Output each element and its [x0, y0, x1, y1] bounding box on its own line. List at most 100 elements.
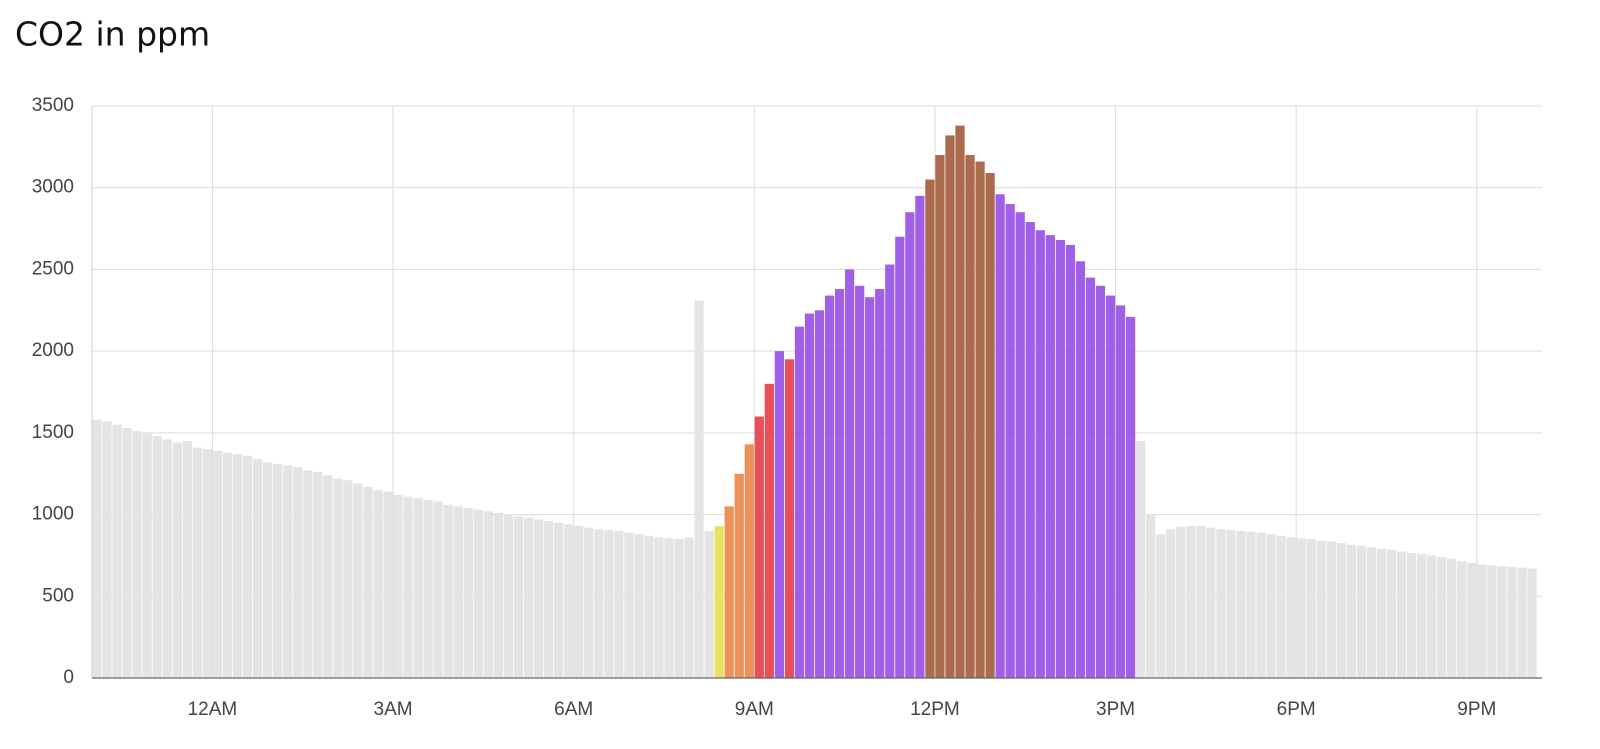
bar	[413, 498, 423, 678]
bar	[212, 450, 223, 678]
bar	[1105, 295, 1116, 678]
bar	[804, 313, 815, 678]
bar	[363, 486, 373, 678]
bar	[885, 264, 895, 678]
bar	[1316, 540, 1326, 678]
bar	[734, 473, 744, 678]
bar	[704, 530, 714, 678]
bar	[574, 526, 584, 678]
bar	[102, 421, 112, 678]
bar	[1146, 514, 1156, 678]
x-tick-label: 6AM	[554, 699, 593, 720]
y-tick-label: 2500	[32, 258, 74, 279]
bar	[1176, 526, 1186, 678]
bar	[1206, 527, 1216, 678]
bar	[262, 462, 273, 678]
bar	[1356, 545, 1367, 678]
bar	[172, 442, 182, 678]
bar	[714, 526, 724, 678]
bar	[915, 195, 925, 678]
bar	[764, 383, 774, 678]
bar	[1015, 212, 1025, 678]
bar	[323, 475, 333, 678]
bar	[1396, 551, 1407, 678]
bar	[373, 490, 383, 678]
bar	[1085, 277, 1096, 678]
bar	[945, 135, 955, 679]
bar	[242, 455, 253, 678]
y-tick-label: 1500	[32, 422, 74, 443]
bar	[654, 537, 664, 678]
bar	[92, 419, 102, 678]
bar	[965, 155, 975, 678]
bar	[333, 478, 343, 678]
bar	[1437, 557, 1447, 678]
bar	[1266, 534, 1276, 678]
bar	[824, 295, 835, 678]
y-tick-label: 0	[63, 667, 74, 688]
bar	[393, 494, 403, 678]
bar	[1115, 305, 1126, 678]
bar	[1296, 538, 1306, 678]
x-tick-label: 3PM	[1096, 699, 1135, 720]
bar	[1336, 543, 1346, 678]
bar	[343, 480, 353, 678]
bar	[744, 444, 754, 678]
y-tick-label: 2000	[32, 340, 74, 361]
bar	[694, 300, 704, 678]
bar	[273, 463, 283, 678]
bar	[1035, 230, 1045, 678]
bar	[112, 424, 122, 678]
y-tick-label: 3000	[32, 177, 74, 198]
bar	[232, 454, 243, 678]
bar	[192, 447, 202, 678]
bar	[1196, 526, 1206, 678]
bars	[92, 125, 1537, 679]
bar	[664, 538, 674, 678]
x-tick-label: 12AM	[188, 699, 238, 720]
bar	[1447, 558, 1457, 678]
bar	[1416, 553, 1427, 678]
bar	[1457, 561, 1467, 678]
bar	[142, 432, 152, 678]
bar	[855, 285, 865, 678]
bar	[1527, 568, 1537, 678]
bar	[774, 351, 784, 678]
bar	[1477, 564, 1487, 678]
bar	[493, 512, 504, 678]
bar	[594, 529, 604, 678]
bar	[1386, 549, 1397, 678]
bar	[1025, 222, 1035, 678]
x-tick-label: 9PM	[1457, 699, 1496, 720]
y-tick-label: 500	[42, 585, 74, 606]
bar	[222, 452, 233, 678]
bar	[1467, 562, 1477, 678]
bar	[564, 524, 574, 678]
bar	[1226, 530, 1236, 678]
bar	[503, 514, 514, 678]
bar	[995, 194, 1005, 678]
bar	[814, 310, 825, 678]
bar	[925, 179, 935, 679]
bar	[182, 441, 192, 678]
bar	[985, 173, 995, 678]
x-tick-label: 3AM	[374, 699, 413, 720]
bar	[614, 530, 624, 678]
y-tick-label: 3500	[32, 95, 74, 116]
bar	[834, 289, 845, 678]
bar	[1055, 240, 1065, 679]
bar	[1406, 552, 1417, 678]
bar	[845, 269, 855, 678]
bar	[1045, 235, 1055, 678]
labels: 0 500 1000 1500 2000 2500 3000 3500 12AM 3AM 6AM 9A…	[32, 95, 1497, 720]
bar	[1306, 539, 1316, 678]
bar	[1236, 530, 1246, 678]
bar	[122, 427, 132, 678]
bar	[1156, 534, 1166, 678]
bar	[584, 527, 594, 678]
bar	[313, 472, 323, 678]
bar	[513, 516, 524, 678]
bar	[303, 470, 313, 678]
bar	[1366, 547, 1377, 678]
bar	[624, 532, 634, 678]
